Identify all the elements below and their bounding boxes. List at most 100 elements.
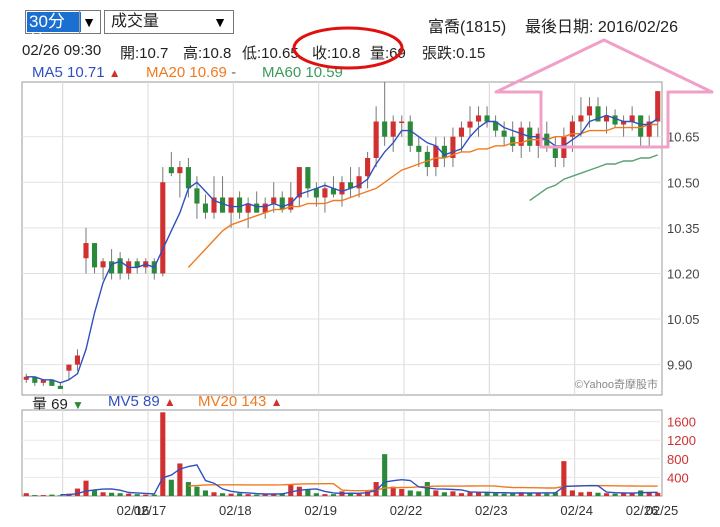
candle-body (262, 203, 268, 213)
candle-body (211, 197, 217, 213)
candle-body (552, 145, 558, 158)
volume-tick-label: 1200 (667, 433, 696, 448)
volume-bar (40, 495, 46, 496)
volume-arrow-icon: ▼ (72, 398, 84, 412)
ma60-line (529, 154, 658, 202)
volume-tick-label: 1600 (667, 415, 696, 430)
volume-bar (569, 490, 575, 496)
candle-body (126, 261, 132, 274)
volume-bar (347, 493, 354, 496)
candle-body (365, 157, 371, 177)
last-date: 最後日期: 2016/02/26 (525, 19, 678, 36)
volume-bar (603, 493, 610, 496)
candle-body (603, 115, 610, 122)
x-tick-label: 02/25 (646, 503, 679, 518)
volume-bar (339, 491, 345, 496)
bar-volume: 量:69 (370, 45, 406, 62)
candle-body (313, 188, 319, 198)
volume-bar (484, 492, 490, 496)
candle-body (160, 182, 166, 274)
volume-bar (32, 495, 38, 496)
volume-bar (493, 493, 499, 496)
volume-bar (475, 491, 482, 496)
candle-body (424, 151, 430, 168)
candle-body (407, 121, 413, 146)
volume-legend-label: 量 69 (32, 396, 68, 413)
volume-bar (194, 486, 200, 496)
candle-body (655, 91, 661, 122)
volume-bar (450, 491, 456, 496)
volume-legend: 量 69 ▼ (32, 393, 84, 414)
toolbar: 30分線 ▼ 成交量 ▼ 富喬(1815) 最後日期: 2016/02/26 (0, 0, 720, 51)
candle-body (23, 376, 29, 380)
volume-bar (595, 492, 601, 496)
candle-body (49, 379, 55, 386)
candle-body (254, 203, 260, 213)
bar-time: 02/26 09:30 (22, 42, 102, 59)
bar-close: 收:10.8 (312, 45, 361, 62)
interval-value: 30分線 (27, 12, 81, 51)
volume-bar (74, 488, 81, 496)
stock-name: 富喬(1815) (428, 19, 507, 36)
mv5-line (60, 464, 658, 496)
chevron-down-icon[interactable]: ▼ (213, 14, 227, 30)
volume-bar (527, 492, 533, 496)
interval-select[interactable]: 30分線 ▼ (25, 10, 101, 51)
volume-bar (185, 482, 191, 496)
indicator-select[interactable]: 成交量 ▼ (104, 10, 234, 34)
candle-body (458, 127, 465, 137)
mv20-line (188, 483, 658, 492)
candle-body (296, 167, 302, 198)
candle-body (219, 197, 226, 213)
volume-bar (373, 482, 379, 496)
volume-bar (441, 492, 447, 496)
price-tick-label: 10.05 (667, 312, 700, 327)
candle-body (40, 379, 46, 383)
volume-bar (160, 412, 166, 496)
mv20-legend-label: MV20 143 (198, 393, 267, 410)
volume-bar (100, 492, 106, 496)
x-tick-label: 02/26 (626, 503, 659, 518)
mv5-legend: MV5 89 ▲ (108, 393, 176, 410)
candle-body (143, 261, 149, 268)
volume-bar (288, 484, 294, 496)
volume-bar (646, 492, 652, 496)
candle-body (279, 197, 285, 210)
volume-bar (211, 492, 217, 496)
volume-bar (279, 493, 285, 496)
volume-bar (219, 493, 226, 496)
volume-bar (612, 493, 618, 496)
volume-bar (501, 493, 507, 496)
volume-bar (382, 454, 388, 496)
chevron-down-icon[interactable]: ▼ (79, 11, 98, 33)
candle-body (586, 106, 593, 116)
volume-bar (638, 490, 644, 496)
candle-body (646, 121, 652, 137)
candle-body (510, 136, 516, 146)
x-tick-label: 02/19 (304, 503, 337, 518)
candle-body (629, 115, 635, 122)
candle-body (202, 203, 209, 213)
candle-body (117, 258, 123, 274)
price-tick-label: 10.35 (667, 221, 700, 236)
volume-bar (262, 494, 268, 496)
ma20-arrow-icon: - (231, 64, 237, 81)
candle-body (544, 133, 550, 146)
volume-bar (313, 493, 319, 496)
candle-body (245, 203, 251, 213)
volume-bar (365, 491, 371, 496)
price-tick-label: 10.65 (667, 130, 700, 145)
volume-bar (586, 491, 593, 496)
bar-high: 高:10.8 (183, 45, 232, 62)
ma20-legend-label: MA20 10.69 (146, 64, 227, 81)
volume-bar (330, 494, 337, 496)
candle-body (83, 243, 89, 259)
candle-body (32, 376, 38, 383)
candle-body (416, 145, 422, 152)
candle-body (322, 188, 328, 198)
volume-bar (245, 494, 251, 496)
volume-bar (134, 494, 140, 496)
ma5-arrow-icon: ▲ (108, 66, 121, 80)
candle-body (527, 127, 533, 146)
candle-body (194, 188, 200, 204)
